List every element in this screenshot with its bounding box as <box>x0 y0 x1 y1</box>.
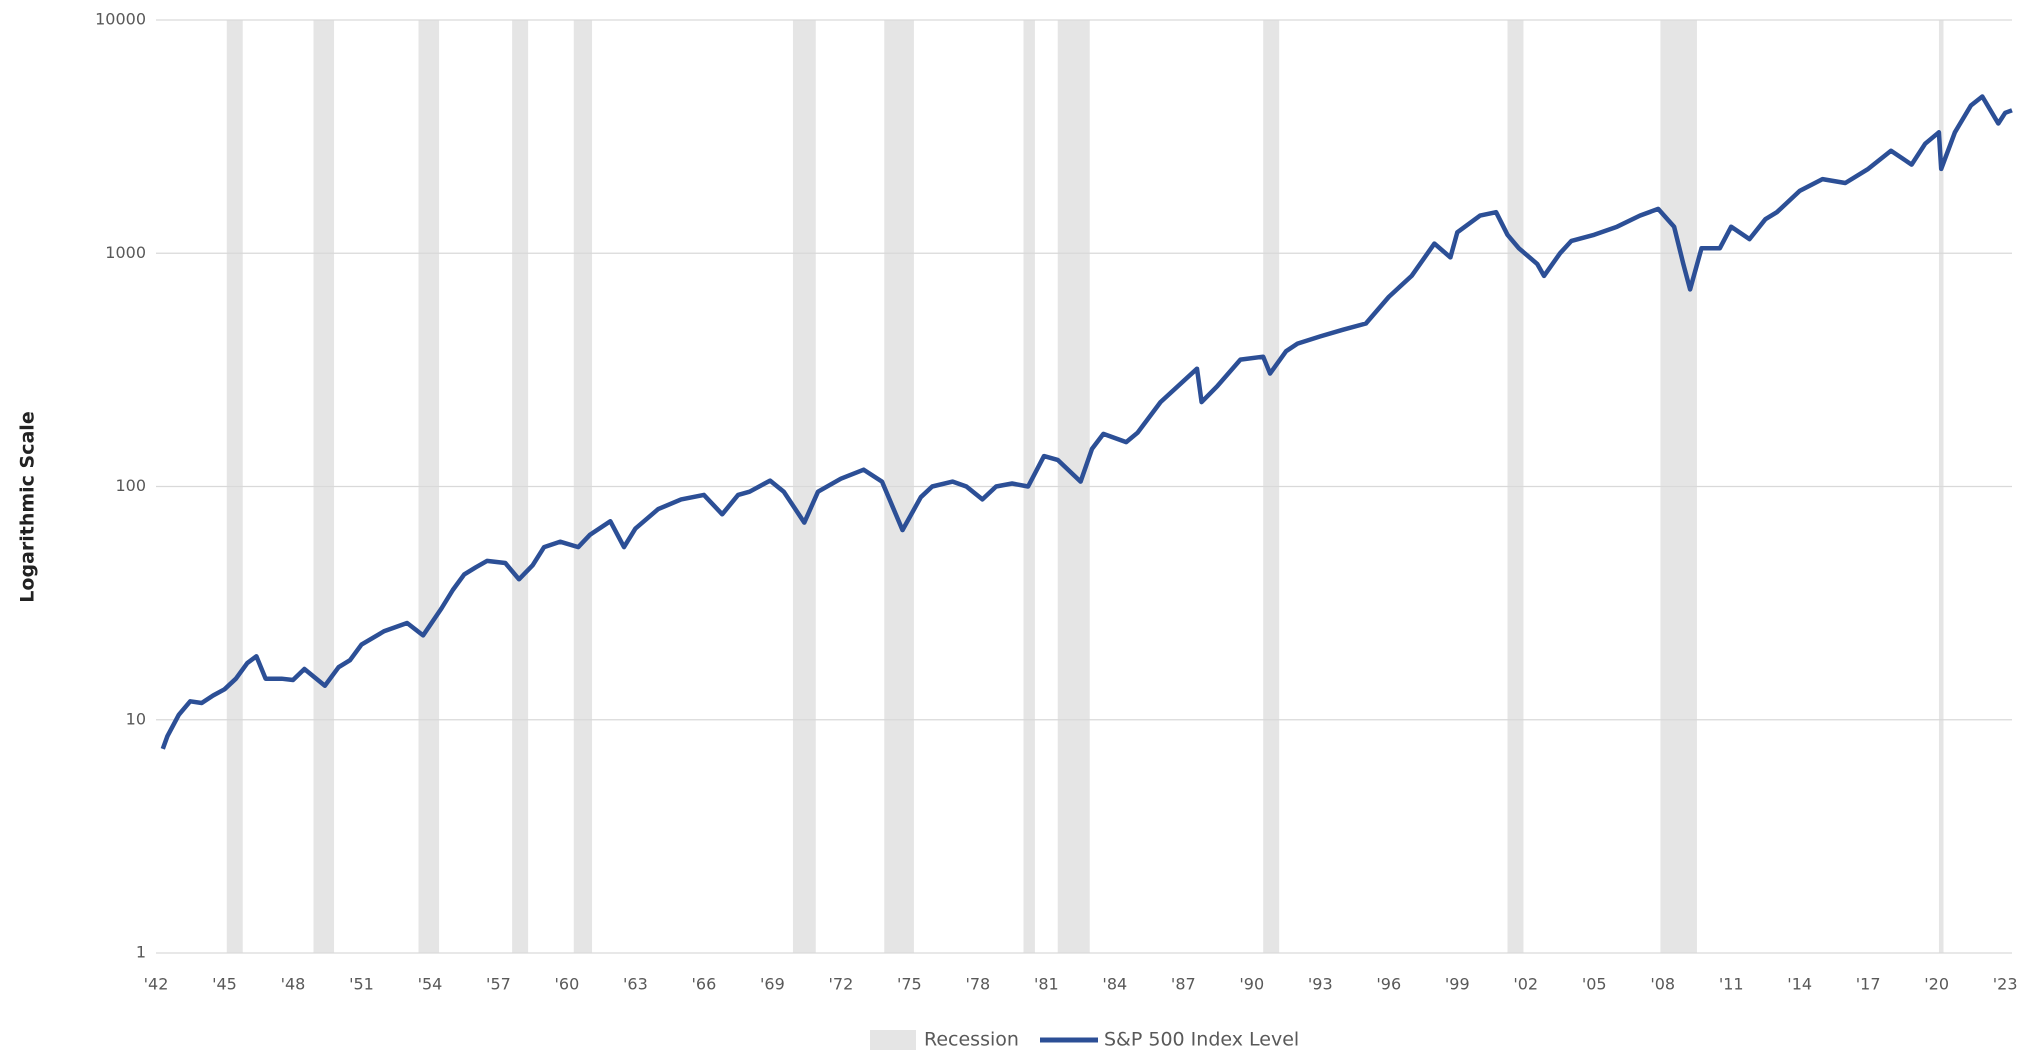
x-tick-label: '23 <box>1993 975 2018 994</box>
x-tick-label: '93 <box>1308 975 1333 994</box>
y-tick-label: 1000 <box>105 243 146 262</box>
line <box>160 94 2013 750</box>
x-tick-label: '87 <box>1171 975 1196 994</box>
x-tick-label: '51 <box>349 975 374 994</box>
x-tick-label: '11 <box>1719 975 1744 994</box>
x-tick-label: '45 <box>212 975 237 994</box>
x-tick-label: '66 <box>692 975 717 994</box>
y-axis-label: Logarithmic Scale <box>17 411 39 602</box>
x-tick-label: '75 <box>897 975 922 994</box>
x-tick-label: '84 <box>1102 975 1127 994</box>
y-tick-label: 1 <box>136 943 146 962</box>
x-tick-label: '48 <box>281 975 306 994</box>
y-tick-label: 10000 <box>95 10 146 29</box>
x-tick-label: '05 <box>1582 975 1607 994</box>
x-tick-label: '99 <box>1445 975 1470 994</box>
y-tick-label: 100 <box>115 476 146 495</box>
x-tick-label: '78 <box>965 975 990 994</box>
x-tick-label: '81 <box>1034 975 1059 994</box>
x-tick-label: '54 <box>418 975 443 994</box>
x-tick-label: '42 <box>144 975 169 994</box>
x-tick-label: '90 <box>1239 975 1264 994</box>
legend-label: S&P 500 Index Level <box>1104 1029 1299 1051</box>
x-tick-label: '72 <box>828 975 853 994</box>
x-tick-label: '63 <box>623 975 648 994</box>
x-tick-label: '96 <box>1376 975 1401 994</box>
x-tick-label: '17 <box>1856 975 1881 994</box>
x-tick-label: '60 <box>555 975 580 994</box>
legend-swatch <box>870 1030 916 1050</box>
x-tick-label: '14 <box>1787 975 1812 994</box>
x-tick-label: '69 <box>760 975 785 994</box>
legend-label: Recession <box>924 1029 1019 1051</box>
x-tick-label: '02 <box>1513 975 1538 994</box>
y-tick-label: 10 <box>126 709 146 728</box>
x-tick-label: '20 <box>1924 975 1949 994</box>
x-tick-label: '08 <box>1650 975 1675 994</box>
x-tick-label: '57 <box>486 975 511 994</box>
